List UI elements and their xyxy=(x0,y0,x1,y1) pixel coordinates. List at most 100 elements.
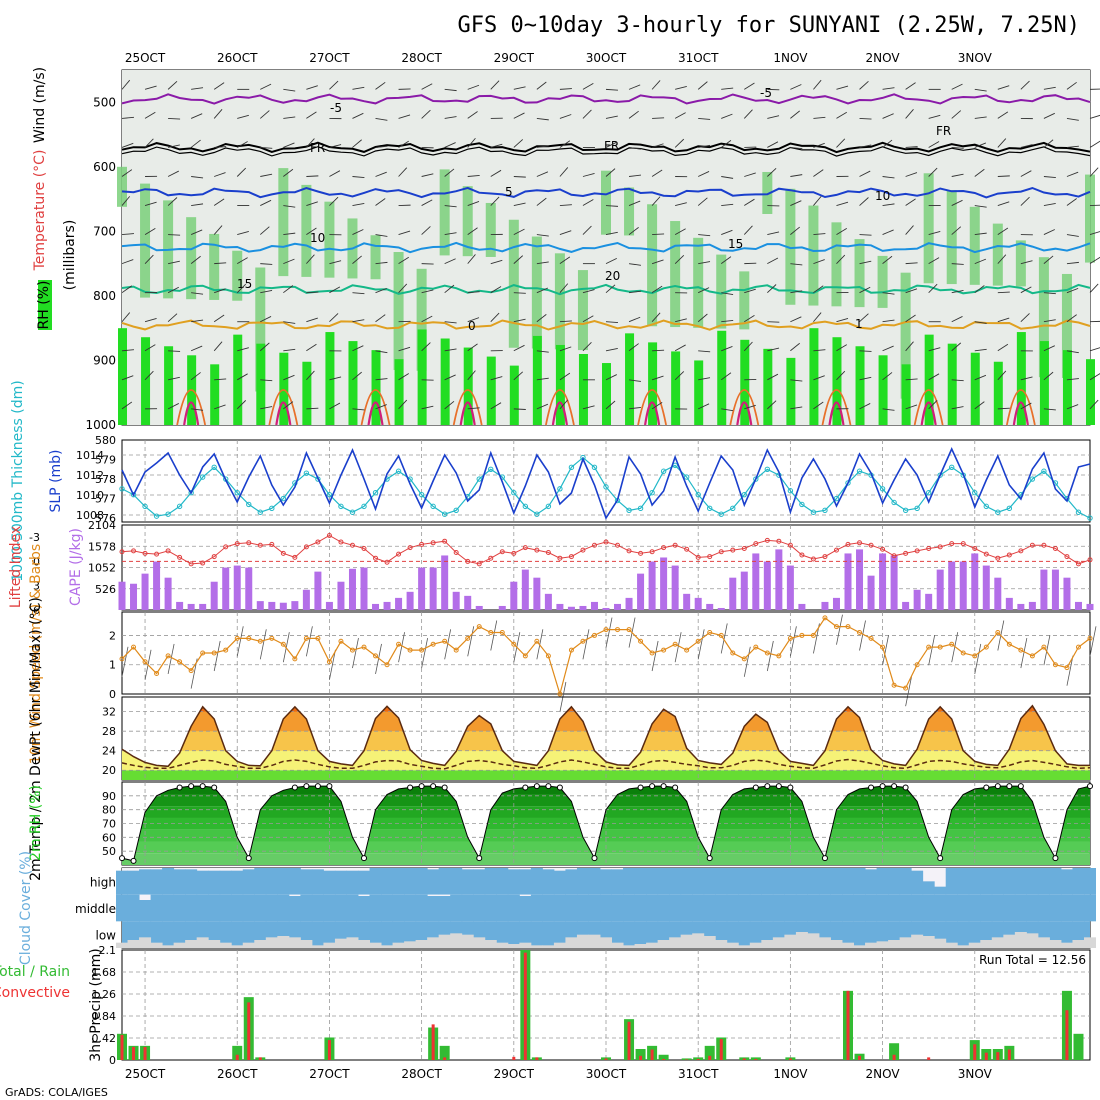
credit-label: GrADS: COLA/IGES xyxy=(5,1086,108,1099)
wind-barb xyxy=(213,341,223,352)
wind-barb xyxy=(997,85,1010,90)
wind-barb xyxy=(398,283,408,293)
cape-bar xyxy=(648,561,656,610)
wind-point xyxy=(926,644,932,650)
rh-cell xyxy=(416,268,427,371)
rh-point xyxy=(591,855,598,862)
precip-total-bar xyxy=(693,1057,704,1060)
wind-barb xyxy=(513,408,526,410)
wind-barb xyxy=(905,314,916,323)
precip-total-bar xyxy=(750,1057,761,1060)
wind-barb xyxy=(190,255,201,264)
wind-barb xyxy=(352,292,365,295)
cloud-low-bar xyxy=(1060,942,1073,948)
wind-barb xyxy=(306,111,317,119)
wind-barb xyxy=(997,291,1010,294)
y-tick-label: 1052 xyxy=(88,562,116,575)
cape-bar xyxy=(994,577,1002,610)
cloud-high-bar xyxy=(657,868,670,895)
cloud-middle-bar xyxy=(254,894,267,922)
wind-barb xyxy=(144,111,156,119)
cloud-middle-bar xyxy=(450,894,463,922)
thickness-point xyxy=(1075,509,1082,515)
cloud-middle-bar xyxy=(392,894,405,922)
chart-title: GFS 0~10day 3-hourly for SUNYANI (2.25W,… xyxy=(457,13,1080,38)
y-tick-label: 1000 xyxy=(85,418,116,432)
cloud-low-bar xyxy=(473,937,486,948)
wind-barb xyxy=(214,378,227,381)
rh-cell xyxy=(554,253,565,350)
rh-cell xyxy=(255,267,266,392)
wind-barb xyxy=(697,81,708,90)
rh-point xyxy=(418,783,425,790)
wind-barb xyxy=(628,174,642,177)
rh-cell xyxy=(324,201,335,278)
li-point xyxy=(1052,545,1058,551)
wind-barb xyxy=(329,80,339,90)
wind-barb xyxy=(513,371,524,381)
rh-cell xyxy=(393,252,404,371)
wind-barb xyxy=(237,141,248,148)
li-point xyxy=(753,541,759,547)
cloud-high-bar xyxy=(922,881,935,895)
wind-barb xyxy=(144,138,154,148)
cape-bar xyxy=(1028,601,1036,610)
y-tick-label: 28 xyxy=(102,725,116,738)
li-point xyxy=(384,559,390,565)
wind-barb xyxy=(375,234,388,237)
wind-barb xyxy=(421,199,433,206)
li-point xyxy=(995,555,1001,561)
wind-barb xyxy=(721,229,733,236)
run-total-label: Run Total = 12.56 xyxy=(979,953,1086,967)
wind-barb xyxy=(721,320,734,323)
wind-barb xyxy=(213,109,223,119)
cloud-low-bar xyxy=(358,940,370,948)
wind-barb xyxy=(974,401,985,410)
wind-barb xyxy=(1043,139,1054,148)
wind-point xyxy=(983,644,989,650)
li-point xyxy=(649,549,655,555)
cloud-high-bar xyxy=(473,869,486,895)
cloud-middle-bar xyxy=(634,894,647,922)
wind-barb xyxy=(651,401,663,410)
wind-barb xyxy=(605,400,616,410)
cloud-middle-bar xyxy=(219,894,232,922)
cloud-low-bar xyxy=(116,942,128,948)
wind-barb xyxy=(190,139,201,148)
precip-convective-bar xyxy=(143,1046,147,1060)
rh-legend-swatch xyxy=(38,280,52,330)
li-point xyxy=(972,545,978,551)
wind-barb xyxy=(790,316,802,323)
cloud-middle-bar xyxy=(185,894,198,922)
cloud-high-bar xyxy=(427,869,440,895)
wind-barb xyxy=(490,169,502,177)
wind-barb xyxy=(605,88,619,91)
cloud-high-bar xyxy=(818,868,831,895)
rh-cell xyxy=(970,352,980,425)
contour-label: FR xyxy=(310,141,325,155)
rh-point xyxy=(637,784,644,791)
wind-barb xyxy=(813,349,826,352)
cloud-middle-bar xyxy=(196,894,209,922)
cloud-high-bar xyxy=(484,868,497,895)
wind-point xyxy=(776,653,782,659)
rh-point xyxy=(130,857,137,864)
cloud-middle-bar xyxy=(334,894,347,922)
thickness-point xyxy=(326,491,333,498)
wind-barb xyxy=(306,291,319,294)
thickness-point xyxy=(188,490,194,496)
cloud-low-bar xyxy=(611,942,624,948)
cloud-middle-bar xyxy=(646,894,659,922)
wind-barb xyxy=(329,170,341,177)
cloud-middle-bar xyxy=(669,894,682,922)
wind-point xyxy=(349,647,355,653)
cloud-low-bar xyxy=(438,934,451,948)
cloud-low-bar xyxy=(461,934,474,948)
wind-barb xyxy=(1066,350,1079,354)
wind-barb xyxy=(1089,283,1099,293)
thickness-point xyxy=(246,501,252,508)
wind-barb xyxy=(744,172,756,177)
cape-bar xyxy=(637,573,645,610)
wind-barb xyxy=(375,314,386,323)
lifted-index-cape-panel: -3 0 3 6 2104 1578 1052 526 Lifted Index CAPE (J/… xyxy=(8,519,1094,617)
